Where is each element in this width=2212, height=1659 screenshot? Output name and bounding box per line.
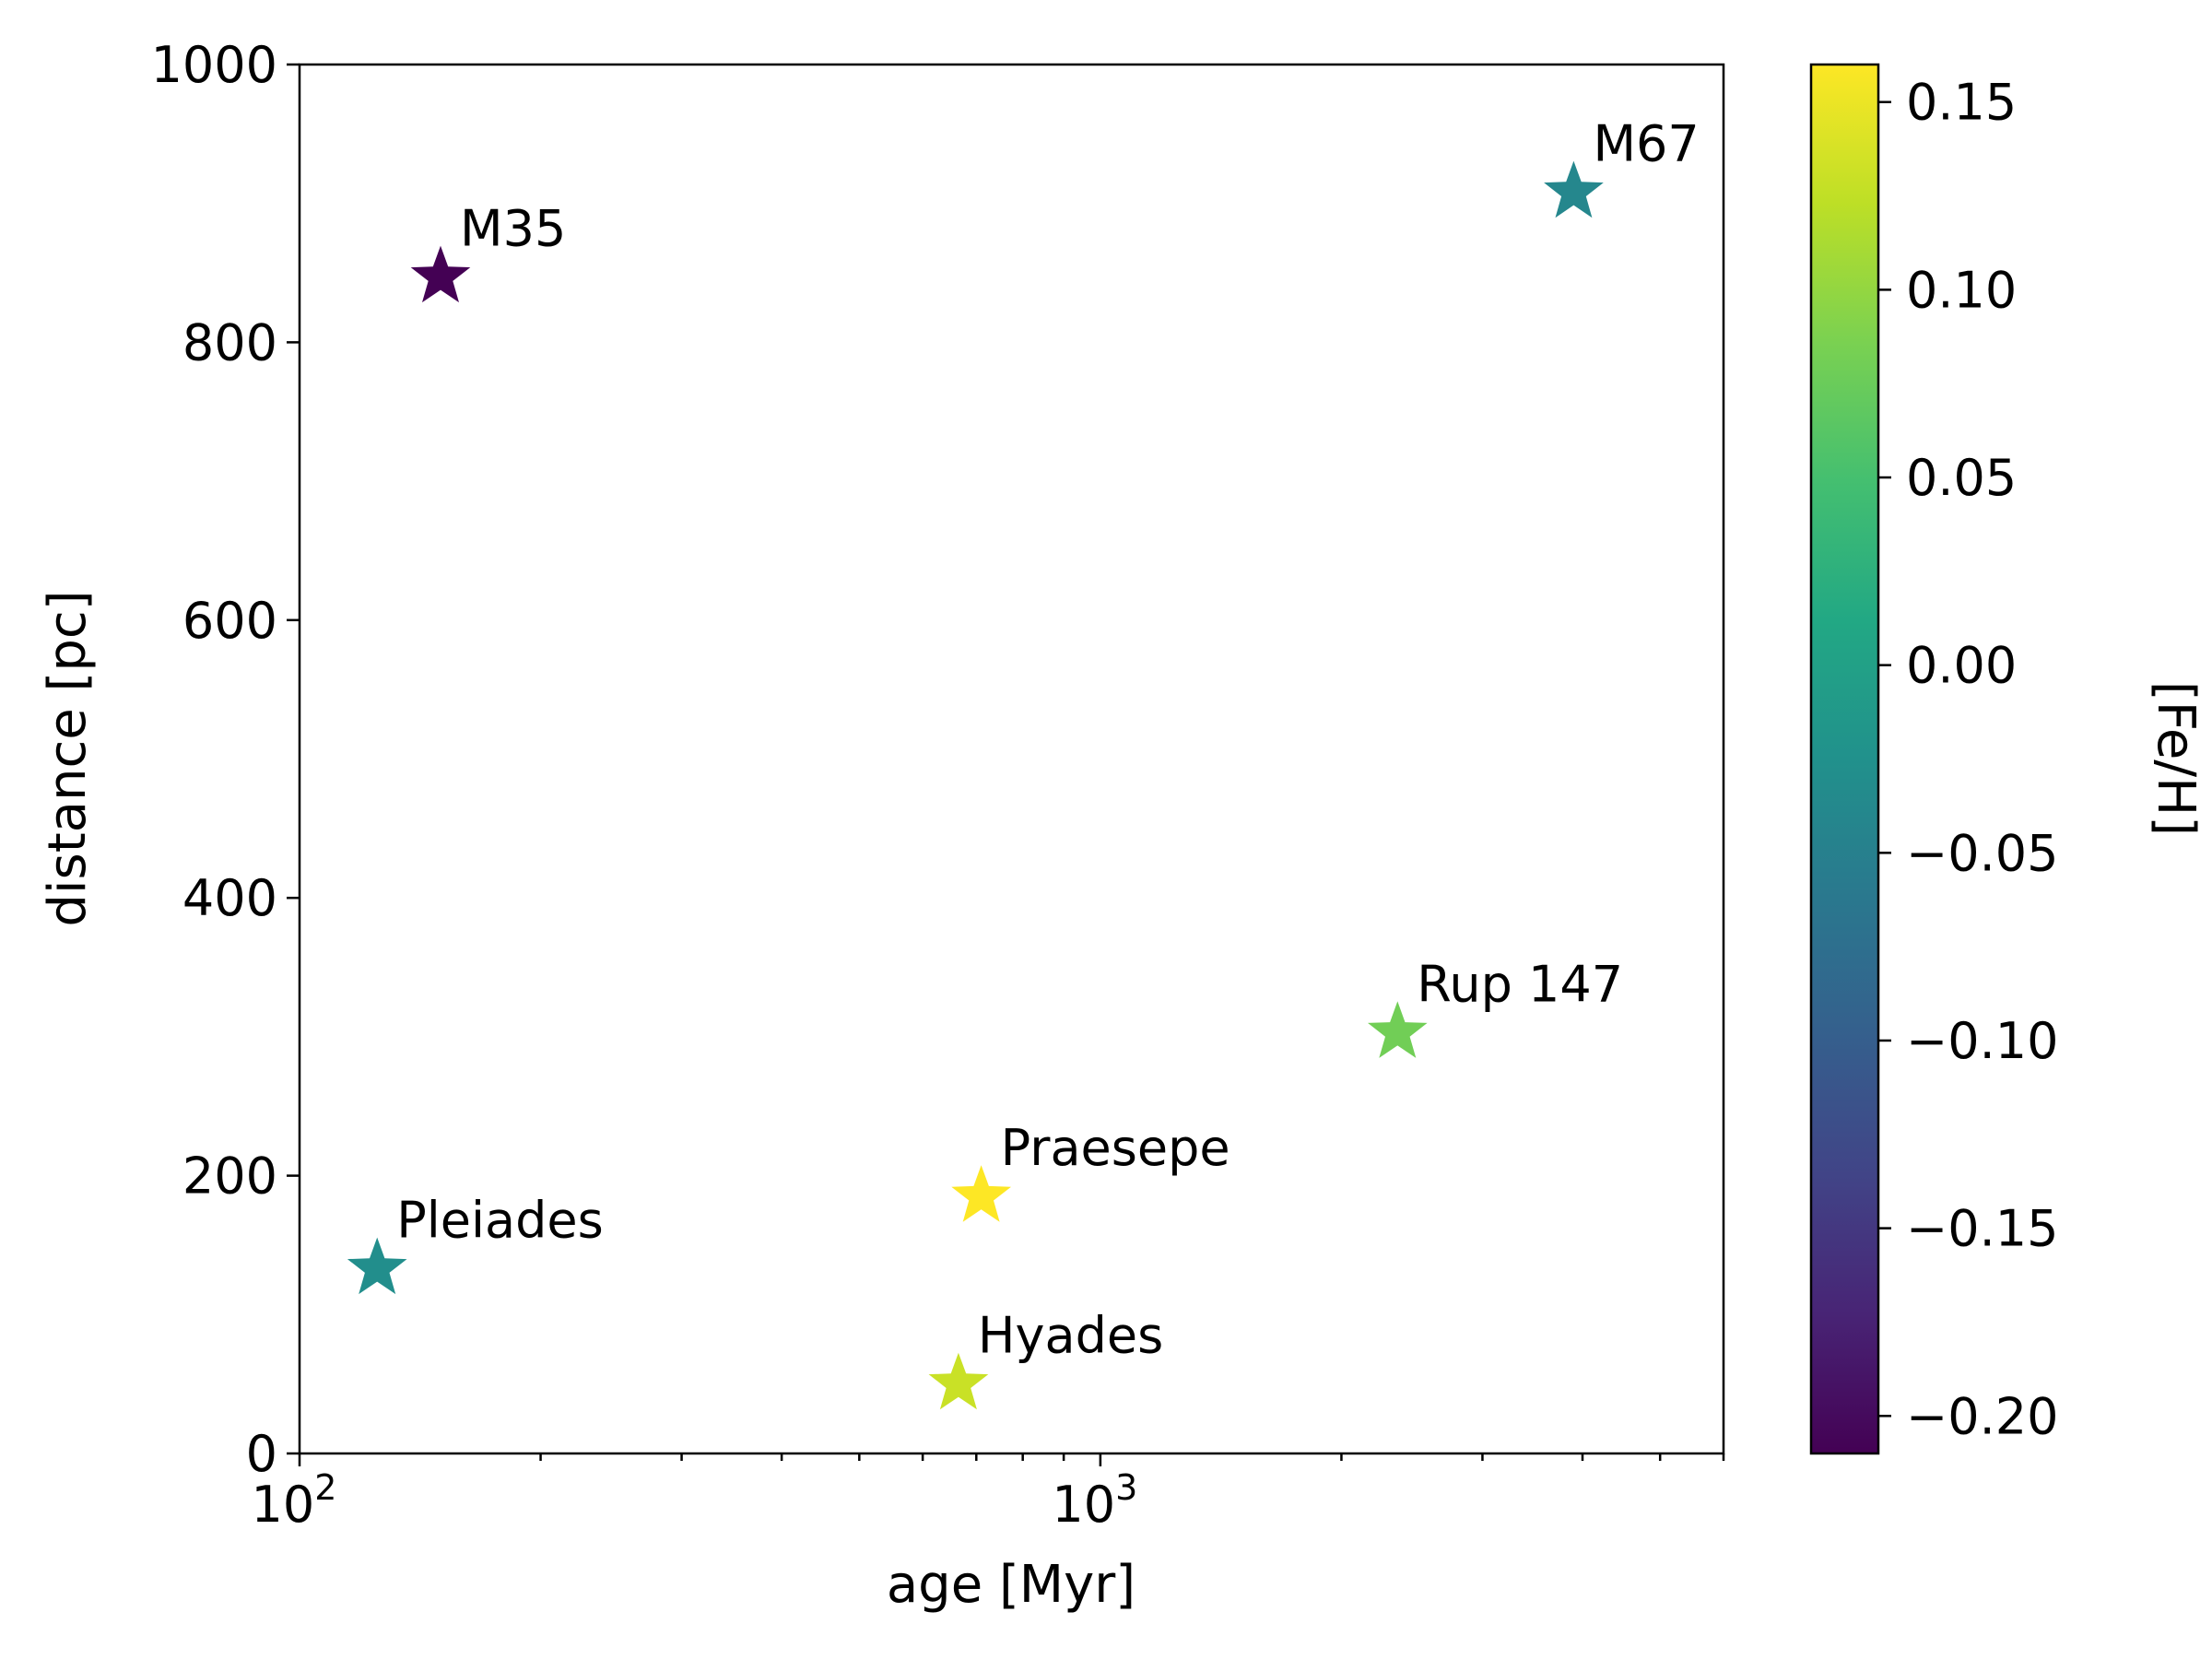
point-label: M35: [460, 200, 566, 258]
point-label: Praesepe: [1001, 1119, 1230, 1177]
data-point-m35: [410, 245, 471, 303]
colorbar-tick-label: 0.10: [1906, 261, 2017, 319]
colorbar-tick-label: 0.05: [1906, 449, 2017, 507]
point-label: Pleiades: [396, 1192, 604, 1250]
colorbar-tick-label: 0.00: [1906, 637, 2017, 695]
y-tick-label: 600: [182, 592, 277, 650]
plot-frame: [298, 63, 1725, 1455]
colorbar-tick-label: −0.10: [1906, 1012, 2058, 1070]
y-tick-label: 800: [182, 313, 277, 371]
y-tick-label: 200: [182, 1147, 277, 1206]
colorbar-label: [Fe/H]: [2146, 681, 2206, 836]
data-point-hyades: [928, 1352, 989, 1410]
data-point-pleiades: [347, 1237, 407, 1295]
x-axis-label: age [Myr]: [887, 1555, 1135, 1615]
x-tick-label: 102: [252, 1467, 337, 1534]
y-tick-label: 400: [182, 869, 277, 927]
point-label: Hyades: [978, 1307, 1163, 1365]
plot-area: 0 200 400 600 800 1000 102 103 M35 M67 Pleiades Pra…: [151, 36, 1725, 1534]
y-tick-label: 0: [246, 1425, 277, 1483]
y-tick-label: 1000: [151, 36, 277, 94]
colorbar-tick-label: −0.15: [1906, 1200, 2058, 1258]
point-label: M67: [1593, 115, 1699, 173]
x-tick-label: 103: [1052, 1467, 1137, 1534]
colorbar: 0.15 0.10 0.05 0.00 −0.05 −0.10 −0.15 −0.20 [Fe…: [1809, 63, 2206, 1455]
data-point-m67: [1544, 160, 1604, 218]
data-point-praesepe: [951, 1165, 1011, 1222]
colorbar-frame: [1809, 63, 1880, 1455]
colorbar-gradient: [1811, 65, 1878, 1453]
data-point-rup-147: [1368, 1001, 1428, 1058]
y-axis-label: distance [pc]: [38, 590, 98, 926]
colorbar-tick-label: −0.20: [1906, 1387, 2058, 1445]
colorbar-tick-label: 0.15: [1906, 74, 2017, 132]
point-label: Rup 147: [1417, 955, 1623, 1013]
colorbar-tick-label: −0.05: [1906, 824, 2058, 882]
